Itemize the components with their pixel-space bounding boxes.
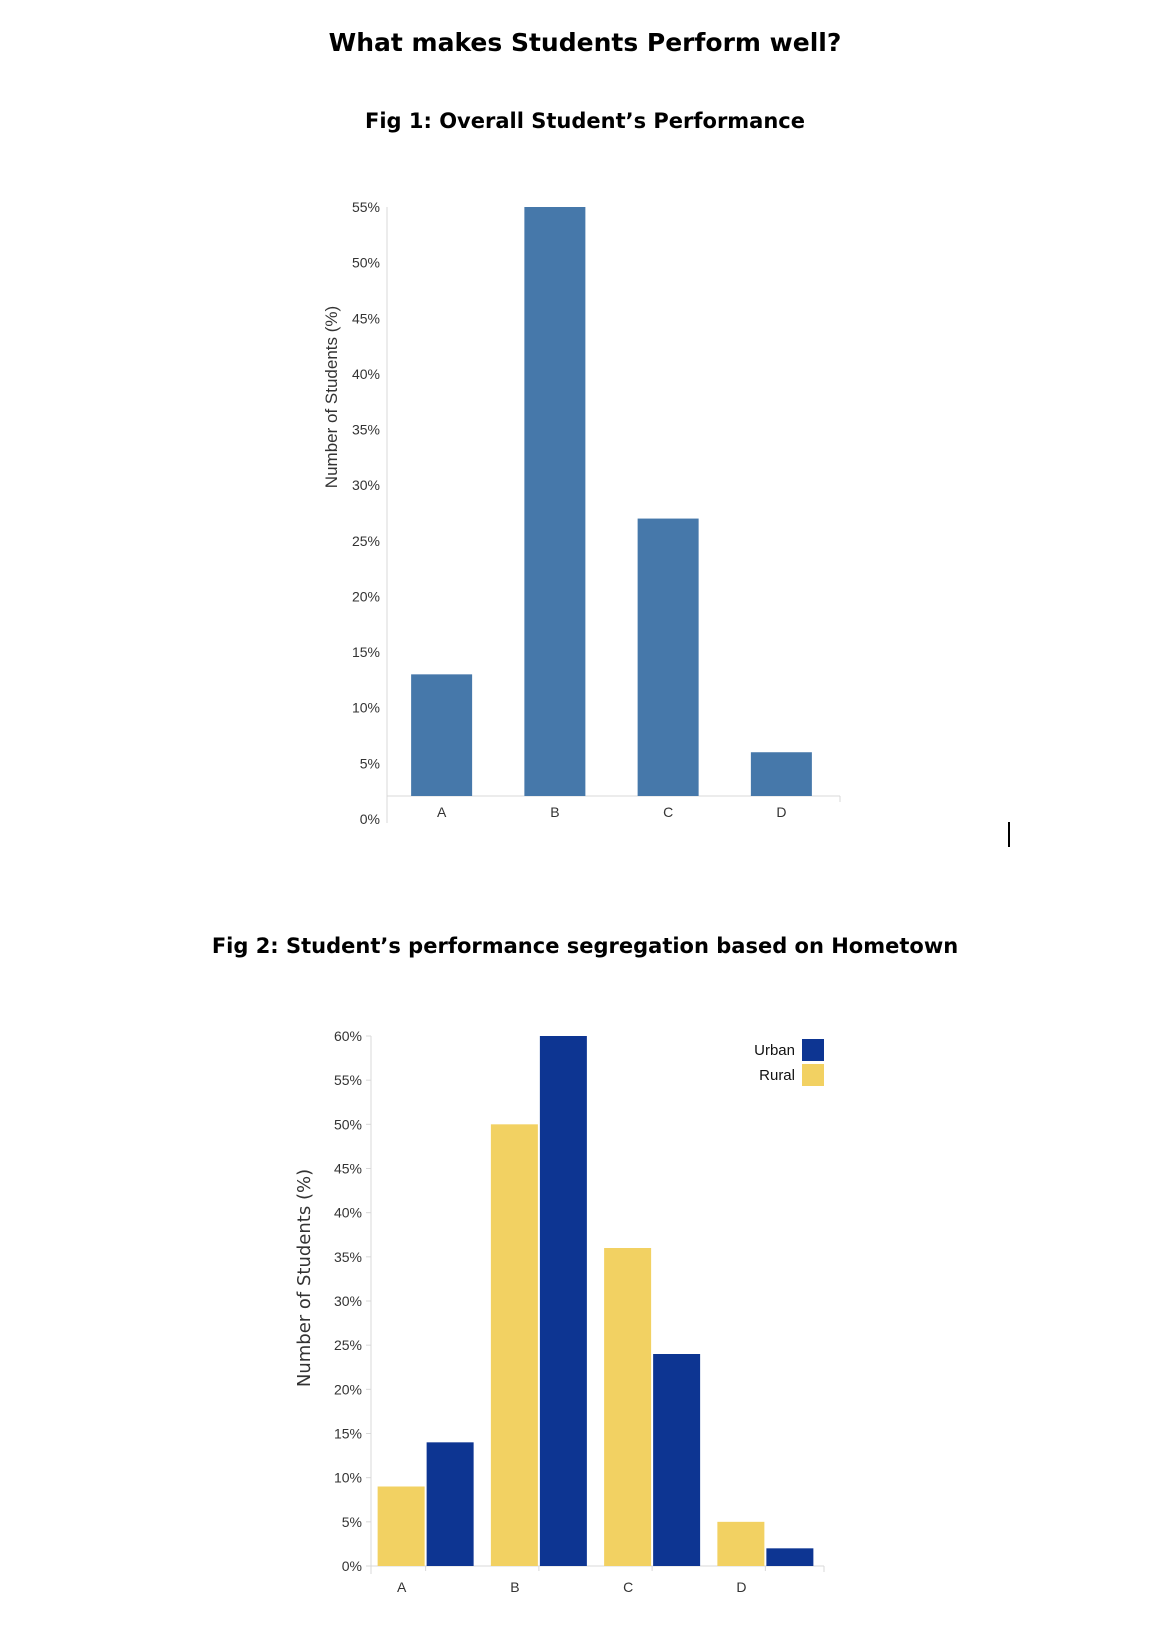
fig1-bar-chart: 0% 5% 10% 15% 20% 25% 30% 35% 40% 45% 50% 55% A B C D Nu… xyxy=(322,199,841,827)
fig1-y-axis-title: Number of Students (%) xyxy=(322,306,341,488)
fig2-bar-urban-D xyxy=(766,1548,814,1566)
fig2-bar-urban-C xyxy=(653,1354,701,1566)
fig1-y-tick-label: 10% xyxy=(352,700,380,716)
fig2-legend-swatch-urban xyxy=(802,1039,824,1061)
fig2-legend-label-rural: Rural xyxy=(759,1067,795,1084)
fig2-y-tick-label: 15% xyxy=(334,1426,362,1442)
fig1-y-tick-label: 0% xyxy=(360,811,380,827)
page-title: What makes Students Perform well? xyxy=(328,28,842,57)
fig2-x-tick-label: A xyxy=(397,1579,407,1595)
fig1-y-tick-label: 55% xyxy=(352,199,380,215)
fig2-y-tick-label: 35% xyxy=(334,1249,362,1265)
fig2-bar-rural-A xyxy=(377,1486,425,1566)
fig1-y-tick-label: 50% xyxy=(352,255,380,271)
fig2-y-tick-label: 60% xyxy=(334,1028,362,1044)
fig1-x-tick-label: A xyxy=(437,804,447,820)
fig1-y-tick-label: 5% xyxy=(360,755,380,771)
fig2-y-tick-label: 25% xyxy=(334,1337,362,1353)
fig1-y-tick-label: 20% xyxy=(352,588,380,604)
fig1-y-tick-label: 35% xyxy=(352,422,380,438)
fig1-y-tick-label: 30% xyxy=(352,477,380,493)
fig1-x-tick-label: B xyxy=(550,804,559,820)
fig2-bar-rural-C xyxy=(604,1248,652,1566)
fig2-bar-urban-A xyxy=(426,1442,474,1566)
fig1-y-tick-label: 45% xyxy=(352,310,380,326)
fig1-x-tick-label: C xyxy=(663,804,673,820)
text-cursor xyxy=(1008,822,1010,847)
fig1-y-tick-label: 40% xyxy=(352,366,380,382)
fig2-y-axis-title: Number of Students (%) xyxy=(294,1169,315,1387)
fig2-legend-swatch-rural xyxy=(802,1064,824,1086)
fig1-bar-D xyxy=(750,752,812,796)
fig2-y-tick-label: 50% xyxy=(334,1116,362,1132)
fig1-y-tick-label: 15% xyxy=(352,644,380,660)
fig2-y-tick-label: 45% xyxy=(334,1161,362,1177)
fig1-title: Fig 1: Overall Student’s Performance xyxy=(365,109,805,133)
fig1-x-tick-label: D xyxy=(776,804,786,820)
fig2-y-tick-label: 40% xyxy=(334,1205,362,1221)
fig2-bar-rural-D xyxy=(717,1521,765,1566)
fig2-bar-urban-B xyxy=(539,1036,587,1566)
fig2-y-tick-label: 0% xyxy=(342,1558,362,1574)
fig2-y-tick-label: 10% xyxy=(334,1470,362,1486)
fig2-y-tick-label: 55% xyxy=(334,1072,362,1088)
fig2-bar-rural-B xyxy=(490,1124,538,1566)
fig2-y-tick-label: 30% xyxy=(334,1293,362,1309)
fig2-y-tick-label: 5% xyxy=(342,1514,362,1530)
fig2-legend-label-urban: Urban xyxy=(754,1042,795,1059)
fig1-bar-A xyxy=(411,674,473,796)
fig1-bar-B xyxy=(524,207,586,796)
fig2-x-tick-label: C xyxy=(623,1579,633,1595)
fig2-x-tick-label: B xyxy=(510,1579,519,1595)
fig2-title: Fig 2: Student’s performance segregation… xyxy=(211,934,959,958)
fig1-y-tick-label: 25% xyxy=(352,533,380,549)
fig2-x-tick-label: D xyxy=(736,1579,746,1595)
fig1-bar-C xyxy=(637,518,699,796)
fig2-y-tick-label: 20% xyxy=(334,1381,362,1397)
